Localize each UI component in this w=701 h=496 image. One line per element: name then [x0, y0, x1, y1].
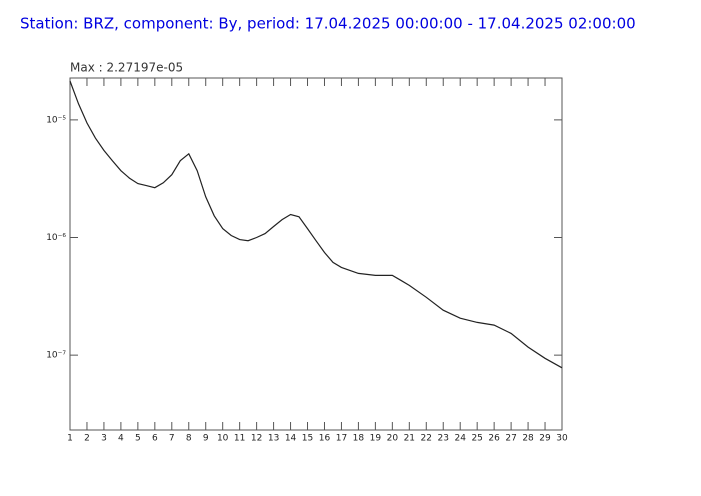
- x-tick-label: 29: [539, 434, 551, 444]
- annotation: Max : 2.27197e-05: [70, 61, 183, 75]
- y-tick-label: 10⁻⁷: [46, 351, 66, 361]
- x-tick-label: 15: [302, 434, 313, 444]
- x-tick-label: 5: [135, 434, 141, 444]
- x-tick-label: 9: [203, 434, 209, 444]
- x-tick-label: 17: [336, 434, 347, 444]
- x-tick-label: 12: [251, 434, 262, 444]
- data-line: [69, 80, 563, 369]
- x-tick-label: 8: [186, 434, 192, 444]
- y-tick-label: 10⁻⁵: [46, 115, 66, 125]
- x-tick-label: 22: [421, 434, 432, 444]
- x-tick-label: 19: [370, 434, 382, 444]
- x-tick-label: 21: [404, 434, 415, 444]
- x-tick-label: 6: [152, 434, 158, 444]
- x-tick-label: 23: [438, 434, 449, 444]
- x-tick-label: 24: [454, 434, 466, 444]
- x-tick-label: 7: [169, 434, 175, 444]
- x-tick-label: 16: [319, 434, 331, 444]
- x-tick-label: 28: [522, 434, 534, 444]
- chart-title: Station: BRZ, component: By, period: 17.…: [20, 15, 636, 33]
- x-tick-label: 13: [268, 434, 279, 444]
- x-tick-label: 18: [353, 434, 365, 444]
- x-tick-label: 3: [101, 434, 107, 444]
- x-tick-label: 27: [505, 434, 516, 444]
- plot-frame: [69, 77, 563, 431]
- x-tick-label: 11: [234, 434, 245, 444]
- x-tick-label: 2: [84, 434, 90, 444]
- x-tick-label: 30: [556, 434, 568, 444]
- y-tick-label: 10⁻⁶: [46, 233, 66, 243]
- x-tick-label: 20: [387, 434, 399, 444]
- x-tick-label: 4: [118, 434, 124, 444]
- x-tick-label: 25: [471, 434, 482, 444]
- x-tick-label: 1: [67, 434, 73, 444]
- x-tick-label: 26: [488, 434, 500, 444]
- x-tick-label: 10: [217, 434, 229, 444]
- x-tick-label: 14: [285, 434, 297, 444]
